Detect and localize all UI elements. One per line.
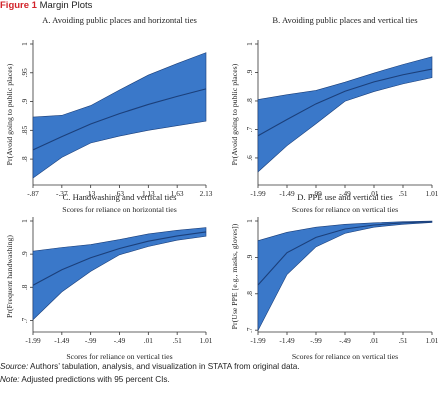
x-tick-label: 1.13	[142, 189, 155, 198]
chart-panel-b: B. Avoiding public places and vertical t…	[230, 15, 439, 214]
estimate-line	[32, 231, 207, 286]
chart-panel-d: D. PPE use and vertical ties .7 .8 .9 1 -1.99…	[230, 192, 439, 360]
x-tick-label: .51	[398, 189, 407, 198]
y-tick-label: .9	[245, 254, 254, 260]
y-tick-label: .9	[20, 251, 29, 257]
y-tick-label: .8	[20, 156, 29, 162]
x-tick-label: -.37	[56, 189, 68, 198]
x-tick-label: -.49	[339, 336, 351, 345]
confidence-band	[32, 227, 207, 321]
x-tick-label: -.99	[310, 189, 322, 198]
y-tick-label: .8	[245, 98, 254, 104]
y-tick-label: 1	[20, 42, 29, 46]
chart-panel-c: C. Handwashing and vertical ties .7 .8 .9 1 -…	[5, 192, 213, 360]
y-tick-label: 1	[20, 219, 29, 223]
y-tick-label: .6	[245, 155, 254, 161]
y-tick-label: .9	[245, 69, 254, 75]
figure-label: Figure 1	[0, 0, 37, 11]
x-tick-label: .51	[173, 336, 182, 345]
x-tick-label: -1.99	[250, 189, 266, 198]
confidence-band	[32, 52, 207, 179]
x-tick-label: -.99	[310, 336, 322, 345]
y-axis-title: Pr(Avoid going to public places)	[230, 63, 239, 165]
x-tick-label: 1.63	[171, 189, 184, 198]
panel-title: A. Avoiding public places and horizontal…	[42, 15, 197, 25]
x-tick-label: .63	[115, 189, 124, 198]
y-tick-label: .8	[20, 284, 29, 290]
source-label: Source:	[0, 362, 29, 371]
y-tick-label: 1	[245, 219, 254, 223]
estimate-line	[257, 221, 433, 286]
panel-title: B. Avoiding public places and vertical t…	[272, 15, 418, 25]
panel-title: C. Handwashing and vertical ties	[63, 192, 177, 202]
y-tick-label: .85	[20, 125, 29, 134]
x-tick-label: -.99	[85, 336, 97, 345]
note-text: Adjusted predictions with 95 percent CIs…	[21, 374, 170, 384]
x-axis-title: Scores for reliance on horizontal ties	[62, 205, 177, 214]
x-tick-label: -.87	[27, 189, 39, 198]
source-text: Authors’ tabulation, analysis, and visua…	[30, 362, 300, 371]
x-tick-label: .13	[86, 189, 95, 198]
x-tick-label: 1.01	[426, 336, 439, 345]
x-tick-label: -1.99	[25, 336, 41, 345]
y-axis-title: Pr(Frequent handwashing)	[5, 235, 14, 318]
confidence-band	[257, 56, 433, 173]
y-tick-label: .7	[20, 317, 29, 323]
x-tick-label: -1.49	[279, 189, 295, 198]
x-tick-label: -.49	[339, 189, 351, 198]
figure-header: Figure 1 Margin Plots	[0, 0, 440, 16]
note-label: Note:	[0, 374, 20, 384]
x-tick-label: 1.01	[426, 189, 439, 198]
margin-plots-figure: A. Avoiding public places and horizontal…	[5, 15, 439, 360]
x-axis-title: Scores for reliance on vertical ties	[292, 352, 398, 360]
x-tick-label: .01	[369, 336, 378, 345]
x-tick-label: -.49	[114, 336, 126, 345]
source-line: Source: Authors’ tabulation, analysis, a…	[0, 361, 440, 374]
x-tick-label: -1.49	[54, 336, 70, 345]
x-tick-label: -1.99	[250, 336, 266, 345]
estimate-line	[257, 68, 433, 137]
y-tick-label: .7	[245, 327, 254, 333]
figure-title: Margin Plots	[39, 0, 93, 11]
x-tick-label: .01	[144, 336, 153, 345]
y-tick-label: .9	[20, 98, 29, 104]
y-axis-title: Pr(Avoid going to public places)	[5, 63, 14, 165]
y-tick-label: .8	[245, 291, 254, 297]
x-axis-title: Scores for reliance on vertical ties	[66, 352, 172, 360]
estimate-line	[32, 88, 207, 151]
x-tick-label: .51	[398, 336, 407, 345]
x-tick-label: 1.01	[200, 336, 213, 345]
x-axis-title: Scores for reliance on vertical ties	[292, 205, 398, 214]
confidence-band	[257, 220, 433, 331]
x-tick-label: 2.13	[200, 189, 213, 198]
x-tick-label: .01	[369, 189, 378, 198]
y-tick-label: .95	[20, 68, 29, 77]
figure-notes: Source: Authors’ tabulation, analysis, a…	[0, 361, 440, 386]
chart-panel-a: A. Avoiding public places and horizontal…	[5, 15, 213, 214]
panel-title: D. PPE use and vertical ties	[297, 192, 393, 202]
note-line: Note: Adjusted predictions with 95 perce…	[0, 374, 440, 387]
y-tick-label: 1	[245, 42, 254, 46]
y-tick-label: .7	[245, 126, 254, 132]
x-tick-label: -1.49	[279, 336, 295, 345]
y-axis-title: Pr(Use PPE [e.g., masks, gloves])	[230, 223, 239, 329]
